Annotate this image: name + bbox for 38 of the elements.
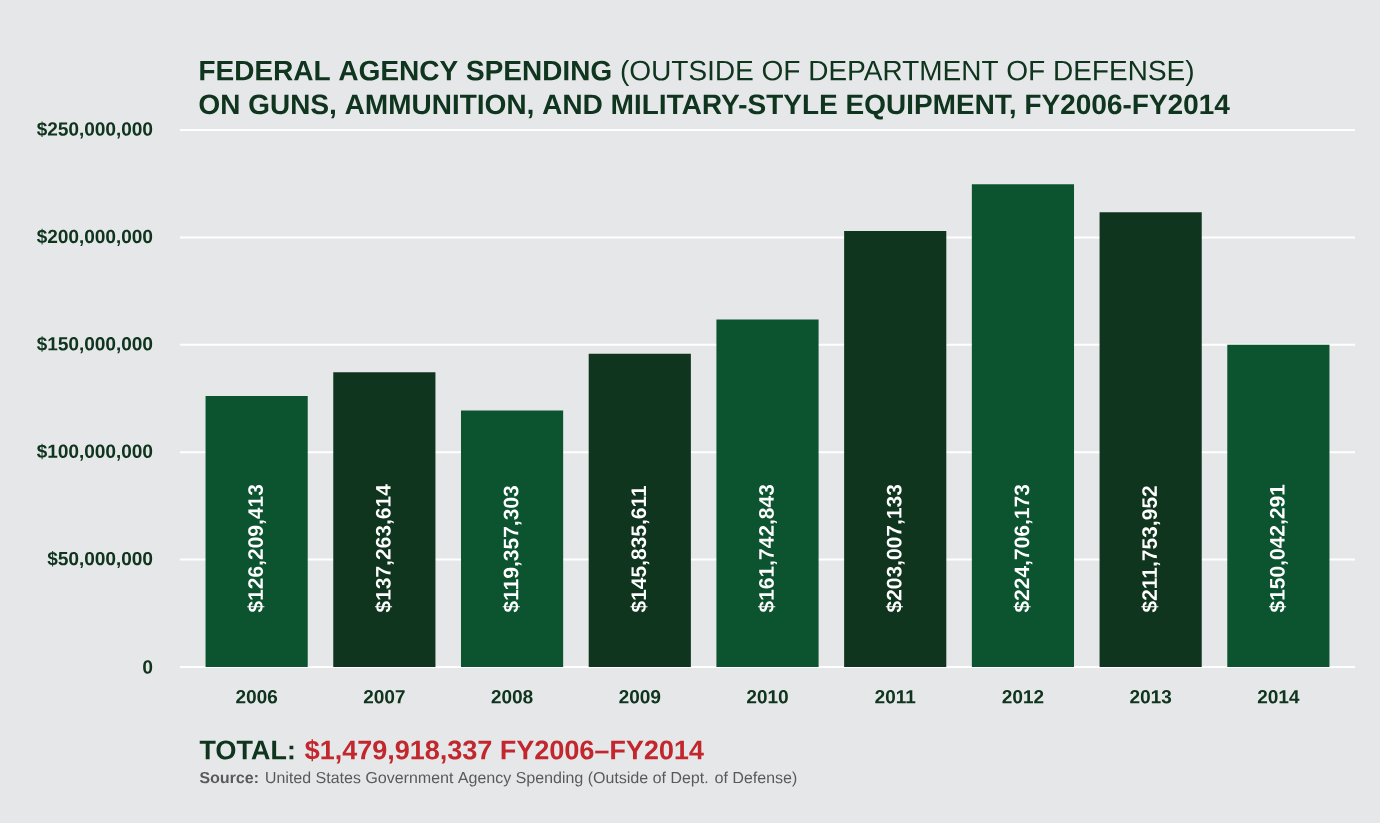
- data-label: $126,209,413: [247, 484, 267, 613]
- data-label: $119,357,303: [502, 486, 522, 613]
- bar: [1099, 212, 1202, 667]
- bar: [716, 319, 819, 667]
- chart-title: FEDERAL AGENCY SPENDING (OUTSIDE OF DEPARTMENT OF DEFENSE): [200, 59, 1193, 87]
- y-tick-label: 0: [143, 660, 153, 674]
- bar: [588, 353, 691, 667]
- data-label: $161,742,843: [758, 484, 777, 613]
- text: $1,479,918,337 FY2006–FY2014: [305, 739, 704, 764]
- bar: [333, 372, 436, 667]
- data-label: $145,835,611: [630, 485, 650, 613]
- data-label: $137,263,614: [374, 484, 394, 613]
- chart-subtitle: ON GUNS, AMMUNITION, AND MILITARY-STYLE EQUIPMENT, FY2006-FY2014: [199, 94, 1230, 120]
- x-tick-label: 2013: [1130, 690, 1172, 704]
- y-tick-label: $200,000,000: [36, 228, 153, 246]
- x-tick-label: 2012: [1002, 690, 1044, 704]
- y-tick-label: $50,000,000: [47, 551, 153, 569]
- bar: [1227, 344, 1330, 667]
- y-tick-label: $250,000,000: [36, 121, 153, 139]
- x-tick-label: 2011: [875, 690, 916, 704]
- data-label: $150,042,291: [1268, 484, 1288, 613]
- data-label: $224,706,173: [1013, 484, 1033, 613]
- y-tick-label: $150,000,000: [36, 336, 153, 354]
- text: Source: United States Government Agency Spending (Outside of Dept. of Defense): [199, 771, 797, 787]
- x-tick-label: 2006: [236, 690, 278, 704]
- x-tick-label: 2010: [747, 690, 788, 704]
- data-label: $203,007,133: [885, 484, 905, 613]
- data-label: $211,753,952: [1141, 486, 1161, 613]
- bar: [844, 230, 947, 667]
- x-tick-label: 2009: [619, 690, 661, 704]
- x-tick-label: 2008: [491, 690, 533, 704]
- bar: [971, 184, 1075, 667]
- bar: [460, 410, 564, 667]
- text: TOTAL:: [199, 740, 294, 760]
- x-tick-label: 2007: [363, 690, 405, 704]
- y-tick-label: $100,000,000: [36, 443, 153, 461]
- bar: [205, 395, 308, 667]
- x-tick-label: 2014: [1257, 690, 1300, 704]
